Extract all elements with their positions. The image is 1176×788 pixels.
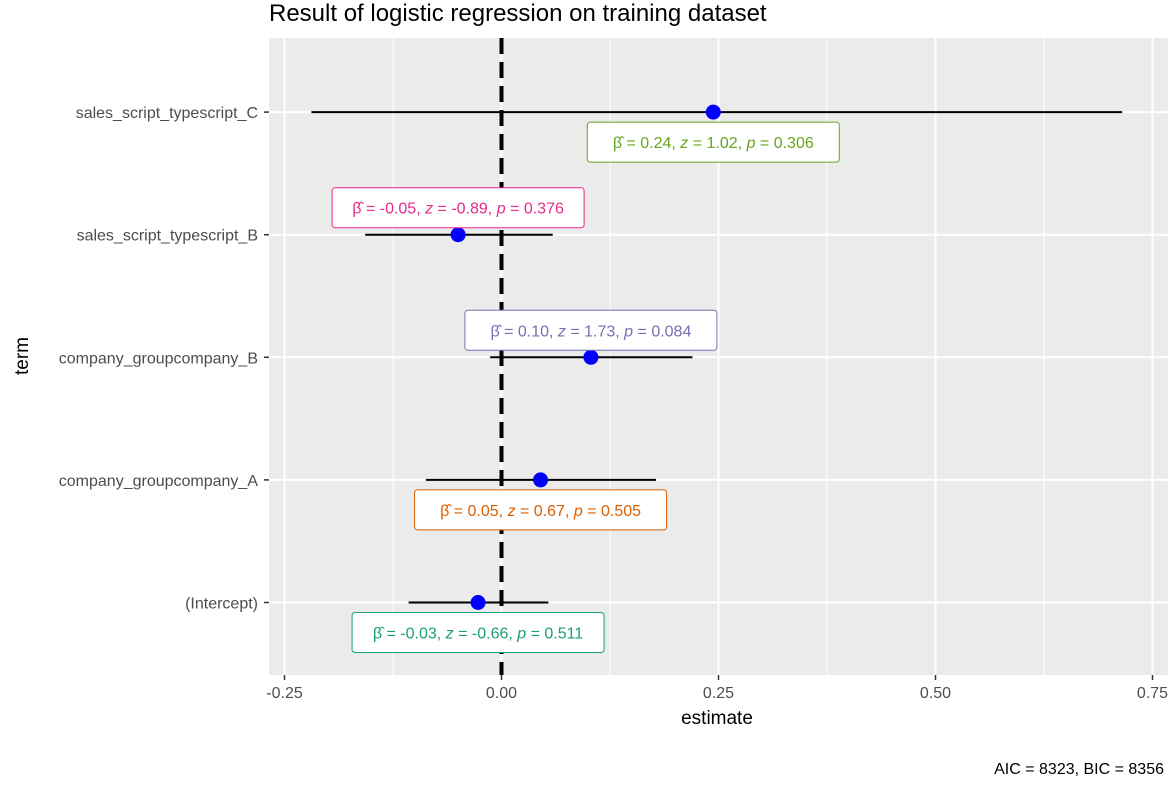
- model-fit-caption: AIC = 8323, BIC = 8356: [994, 761, 1164, 778]
- label-box: [464, 309, 718, 351]
- coefficient-label: β̂ = -0.05, z = -0.89, p = 0.376: [331, 187, 585, 229]
- x-axis: -0.25 0.00 0.25 0.50 0.75: [266, 675, 1168, 702]
- estimate-point: [470, 595, 486, 610]
- label-box: [331, 187, 585, 229]
- coefficient-label: β̂ = -0.03, z = -0.66, p = 0.511: [351, 612, 605, 653]
- coefficient-label: β̂ = 0.24, z = 1.02, p = 0.306: [586, 121, 840, 163]
- label-box: [586, 121, 840, 163]
- x-tick-label: 0.50: [920, 685, 951, 702]
- y-tick-label: company_groupcompany_B: [59, 350, 258, 367]
- label-text: β̂ = 0.24, z = 1.02, p = 0.306: [613, 135, 814, 152]
- y-tick-label: sales_script_typescript_C: [76, 105, 258, 122]
- x-tick-label: 0.00: [486, 685, 517, 702]
- y-tick-label: (Intercept): [185, 596, 258, 613]
- coefficient-marks: [311, 104, 1123, 610]
- y-tick-label: company_groupcompany_A: [59, 473, 259, 490]
- label-text: β̂ = 0.10, z = 1.73, p = 0.084: [490, 323, 691, 340]
- estimate-point: [583, 349, 599, 365]
- label-text: β̂ = -0.05, z = -0.89, p = 0.376: [352, 201, 564, 218]
- estimate-point: [705, 104, 721, 120]
- label-box: [414, 489, 668, 531]
- label-text: β̂ = -0.03, z = -0.66, p = 0.511: [373, 626, 583, 643]
- coefficient-labels: β̂ = -0.03, z = -0.66, p = 0.511 β̂ = 0.0…: [331, 121, 840, 653]
- estimate-point: [450, 227, 466, 243]
- y-tick-label: sales_script_typescript_B: [77, 228, 258, 245]
- y-axis: (Intercept) company_groupcompany_A company…: [59, 105, 269, 613]
- x-tick-label: 0.75: [1137, 685, 1168, 702]
- chart-title: Result of logistic regression on trainin…: [269, 0, 767, 27]
- x-tick-label: -0.25: [266, 685, 303, 702]
- coefficient-label: β̂ = 0.05, z = 0.67, p = 0.505: [414, 489, 668, 531]
- label-text: β̂ = 0.05, z = 0.67, p = 0.505: [440, 503, 641, 520]
- x-tick-label: 0.25: [703, 685, 734, 702]
- y-axis-title: term: [12, 337, 33, 375]
- coefficient-label: β̂ = 0.10, z = 1.73, p = 0.084: [464, 309, 718, 351]
- estimate-point: [533, 472, 549, 488]
- label-box: [351, 612, 605, 653]
- x-axis-title: estimate: [681, 708, 753, 729]
